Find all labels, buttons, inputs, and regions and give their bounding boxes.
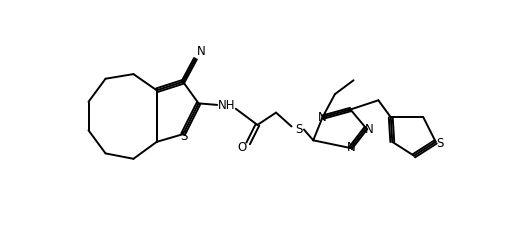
Text: S: S [436, 136, 443, 149]
Text: S: S [295, 123, 303, 136]
Text: N: N [317, 111, 326, 123]
Text: S: S [180, 130, 187, 143]
Text: N: N [196, 45, 205, 58]
Text: NH: NH [218, 99, 235, 112]
Text: N: N [347, 140, 355, 153]
Text: O: O [238, 140, 246, 153]
Text: N: N [365, 123, 373, 136]
